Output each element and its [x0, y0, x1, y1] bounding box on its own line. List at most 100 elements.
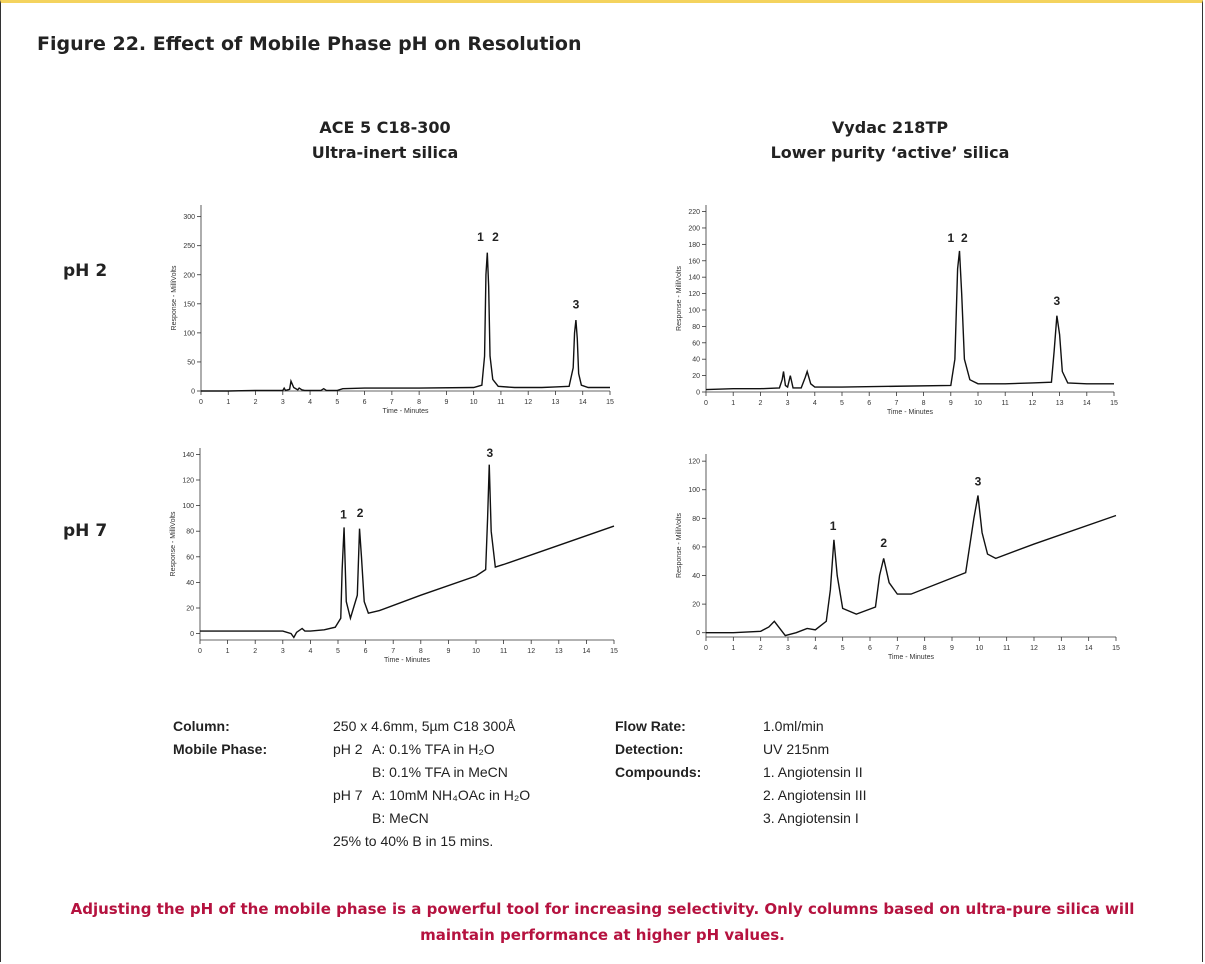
- peak-label: 2: [961, 231, 968, 245]
- row-label: pH 7: [63, 521, 108, 541]
- x-tick-label: 12: [1029, 400, 1037, 407]
- x-axis-label: Time - Minutes: [888, 654, 935, 661]
- x-tick-label: 11: [1002, 400, 1009, 407]
- x-tick-label: 6: [867, 400, 871, 407]
- x-tick-label: 8: [419, 648, 423, 655]
- x-axis-label: Time - Minutes: [384, 657, 431, 664]
- x-tick-label: 4: [813, 400, 817, 407]
- x-tick-label: 9: [950, 645, 954, 652]
- x-tick-label: 12: [527, 648, 535, 655]
- x-tick-label: 1: [731, 645, 735, 652]
- x-tick-label: 10: [974, 400, 982, 407]
- x-tick-label: 4: [308, 399, 312, 406]
- y-tick-label: 300: [183, 214, 195, 221]
- y-tick-label: 180: [688, 242, 700, 249]
- condition-label: Compounds:: [615, 764, 702, 780]
- y-tick-label: 200: [688, 225, 700, 232]
- x-tick-label: 4: [308, 648, 312, 655]
- x-tick-label: 7: [894, 400, 898, 407]
- chromatogram-line: [706, 495, 1117, 637]
- peak-label: 2: [880, 536, 887, 550]
- peak-label: 3: [486, 446, 493, 460]
- column-header: Vydac 218TP Lower purity ‘active’ silica: [690, 115, 1090, 165]
- chromatogram-line: [201, 252, 610, 392]
- peak-label: 1: [340, 507, 347, 521]
- y-tick-label: 50: [187, 359, 195, 366]
- peak-label: 1: [477, 230, 484, 244]
- y-tick-label: 120: [688, 459, 700, 466]
- y-tick-label: 220: [688, 209, 700, 216]
- y-axis-label: Response - MilliVolts: [170, 511, 177, 576]
- column-subtitle: Lower purity ‘active’ silica: [770, 143, 1010, 162]
- column-header: ACE 5 C18-300 Ultra-inert silica: [185, 115, 585, 165]
- y-tick-label: 60: [692, 544, 700, 551]
- y-tick-label: 140: [688, 275, 700, 282]
- y-tick-label: 80: [692, 324, 700, 331]
- y-tick-label: 20: [692, 373, 700, 380]
- y-tick-label: 100: [183, 330, 195, 337]
- x-tick-label: 1: [226, 648, 230, 655]
- x-tick-label: 11: [1003, 645, 1010, 652]
- x-tick-label: 15: [606, 399, 614, 406]
- x-tick-label: 14: [579, 399, 587, 406]
- x-tick-label: 0: [198, 648, 202, 655]
- y-tick-label: 60: [186, 554, 194, 561]
- x-tick-label: 11: [497, 399, 504, 406]
- chromatogram-line: [705, 250, 1114, 391]
- footer-note: Adjusting the pH of the mobile phase is …: [70, 900, 1135, 944]
- x-tick-label: 12: [524, 399, 532, 406]
- x-tick-label: 10: [470, 399, 478, 406]
- x-tick-label: 12: [1030, 645, 1038, 652]
- y-tick-label: 80: [186, 529, 194, 536]
- y-axis-label: Response - MilliVolts: [171, 265, 178, 330]
- y-tick-label: 0: [696, 390, 700, 397]
- peak-label: 3: [573, 297, 580, 311]
- x-tick-label: 9: [444, 399, 448, 406]
- peak-label: 3: [975, 474, 982, 488]
- y-tick-label: 200: [183, 272, 195, 279]
- condition-value: A: 0.1% TFA in H₂O: [372, 741, 495, 757]
- y-tick-label: 100: [688, 487, 700, 494]
- x-tick-label: 13: [555, 648, 563, 655]
- peak-label: 2: [357, 506, 364, 520]
- condition-value: B: 0.1% TFA in MeCN: [372, 764, 508, 780]
- x-tick-label: 3: [281, 399, 285, 406]
- x-tick-label: 0: [704, 400, 708, 407]
- compound: 2. Angiotensin III: [763, 787, 867, 803]
- x-tick-label: 5: [336, 648, 340, 655]
- y-tick-label: 0: [191, 389, 195, 396]
- x-tick-label: 7: [391, 648, 395, 655]
- x-tick-label: 4: [813, 645, 817, 652]
- condition-label: Flow Rate:: [615, 718, 686, 734]
- y-tick-label: 100: [688, 307, 700, 314]
- x-tick-label: 6: [364, 648, 368, 655]
- y-tick-label: 120: [182, 478, 194, 485]
- x-tick-label: 14: [1083, 400, 1091, 407]
- x-tick-label: 15: [1112, 645, 1120, 652]
- x-tick-label: 13: [552, 399, 560, 406]
- y-tick-label: 120: [688, 291, 700, 298]
- x-axis-label: Time - Minutes: [382, 408, 429, 415]
- x-tick-label: 5: [841, 645, 845, 652]
- condition-value: B: MeCN: [372, 810, 429, 826]
- y-tick-label: 40: [692, 573, 700, 580]
- condition-label: Mobile Phase:: [173, 741, 268, 757]
- y-tick-label: 250: [183, 243, 195, 250]
- condition-value: 1.0ml/min: [763, 718, 824, 734]
- y-axis-label: Response - MilliVolts: [676, 513, 683, 578]
- condition-value: 25% to 40% B in 15 mins.: [333, 833, 494, 849]
- condition-value: A: 10mM NH₄OAc in H₂O: [372, 787, 531, 803]
- x-tick-label: 14: [583, 648, 591, 655]
- ph-label: pH 7: [333, 787, 363, 803]
- y-tick-label: 160: [688, 258, 700, 265]
- y-tick-label: 150: [183, 301, 195, 308]
- figure-title: Figure 22. Effect of Mobile Phase pH on …: [37, 33, 582, 55]
- y-axis-label: Response - MilliVolts: [676, 266, 683, 331]
- x-tick-label: 3: [786, 645, 790, 652]
- x-tick-label: 9: [446, 648, 450, 655]
- column-name: ACE 5 C18-300: [319, 118, 451, 137]
- peak-label: 2: [492, 230, 499, 244]
